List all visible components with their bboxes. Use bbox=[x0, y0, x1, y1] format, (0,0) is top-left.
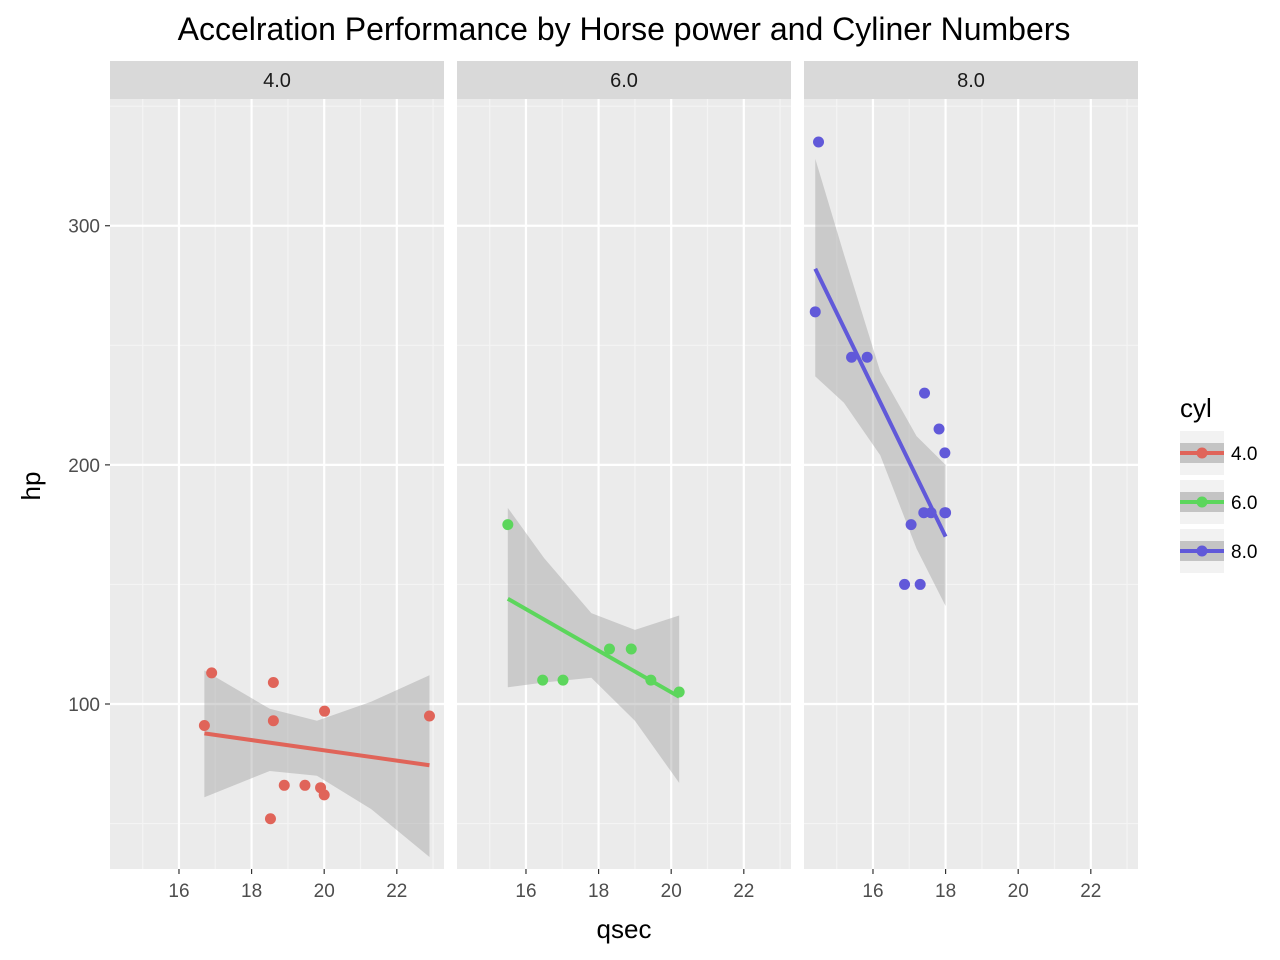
data-point bbox=[267, 715, 279, 727]
data-point bbox=[264, 813, 276, 825]
data-point bbox=[905, 519, 917, 531]
data-point bbox=[502, 519, 514, 531]
facet-strip-label: 6.0 bbox=[610, 70, 638, 92]
x-tick-label: 20 bbox=[314, 881, 335, 902]
data-point bbox=[933, 423, 945, 435]
y-axis-title: hp bbox=[16, 472, 46, 501]
x-tick-label: 18 bbox=[241, 881, 262, 902]
x-tick-label: 18 bbox=[935, 881, 956, 902]
facet-panel-6-0: 6.0 16 18 20 22 bbox=[457, 61, 791, 902]
data-point bbox=[423, 710, 435, 722]
legend-point-swatch bbox=[1196, 447, 1208, 459]
confidence-band bbox=[815, 158, 946, 606]
legend-entry-8-0: 8.0 bbox=[1180, 529, 1257, 573]
data-point bbox=[319, 705, 331, 717]
data-point bbox=[537, 674, 549, 686]
x-tick-label: 22 bbox=[386, 881, 407, 902]
data-point bbox=[603, 643, 615, 655]
facet-strip bbox=[457, 61, 791, 99]
chart-title: Accelration Performance by Horse power a… bbox=[178, 11, 1071, 47]
data-point bbox=[914, 578, 926, 590]
facet-strip-label: 4.0 bbox=[263, 70, 291, 92]
data-point bbox=[939, 447, 951, 459]
facet-strip bbox=[804, 61, 1138, 99]
data-point bbox=[625, 643, 637, 655]
data-point bbox=[557, 674, 569, 686]
data-point bbox=[846, 351, 858, 363]
data-point bbox=[299, 779, 311, 791]
x-tick-label: 18 bbox=[588, 881, 609, 902]
panel-background bbox=[110, 99, 444, 869]
facet-panels: 4.0 16 18 20 22 6.0 16 18 20 22 8.0 16 18 20 22 bbox=[110, 61, 1138, 902]
legend-entry-6-0: 6.0 bbox=[1180, 480, 1257, 524]
x-tick-label: 16 bbox=[515, 881, 536, 902]
x-tick-label: 20 bbox=[661, 881, 682, 902]
panel-background bbox=[804, 99, 1138, 869]
regression-line bbox=[204, 731, 430, 768]
panel-background bbox=[457, 99, 791, 869]
facet-strip-label: 8.0 bbox=[957, 70, 985, 92]
facet-panel-8-0: 8.0 16 18 20 22 bbox=[804, 61, 1138, 902]
legend-point-swatch bbox=[1196, 496, 1208, 508]
legend-label: 8.0 bbox=[1231, 542, 1257, 563]
data-point bbox=[919, 387, 931, 399]
data-point bbox=[809, 306, 821, 318]
x-tick-label: 16 bbox=[862, 881, 883, 902]
regression-line bbox=[813, 267, 948, 538]
facet-panel-4-0: 4.0 16 18 20 22 bbox=[110, 61, 444, 902]
confidence-band bbox=[204, 670, 430, 858]
legend-point-swatch bbox=[1196, 545, 1208, 557]
data-point bbox=[206, 667, 218, 679]
legend: cyl 4.0 6.0 8.0 bbox=[1180, 393, 1257, 573]
facet-strip bbox=[110, 61, 444, 99]
data-point bbox=[813, 136, 825, 148]
x-axis-title: qsec bbox=[597, 914, 652, 944]
legend-title: cyl bbox=[1180, 393, 1212, 423]
y-tick-label: 300 bbox=[68, 217, 100, 238]
legend-entry-4-0: 4.0 bbox=[1180, 431, 1257, 475]
data-point bbox=[899, 578, 911, 590]
data-point bbox=[861, 351, 873, 363]
regression-line bbox=[506, 597, 681, 699]
x-tick-label: 22 bbox=[733, 881, 754, 902]
x-tick-label: 22 bbox=[1080, 881, 1101, 902]
y-tick-label: 100 bbox=[68, 695, 100, 716]
data-point bbox=[939, 507, 951, 519]
data-point bbox=[318, 789, 330, 801]
legend-label: 6.0 bbox=[1231, 493, 1257, 514]
x-tick-label: 16 bbox=[168, 881, 189, 902]
x-tick-label: 20 bbox=[1008, 881, 1029, 902]
confidence-band bbox=[507, 507, 680, 783]
y-tick-label: 200 bbox=[68, 456, 100, 477]
data-point bbox=[198, 720, 210, 732]
y-axis: 100 200 300 bbox=[68, 217, 110, 716]
data-point bbox=[278, 779, 290, 791]
legend-label: 4.0 bbox=[1231, 444, 1257, 465]
data-point bbox=[267, 676, 279, 688]
